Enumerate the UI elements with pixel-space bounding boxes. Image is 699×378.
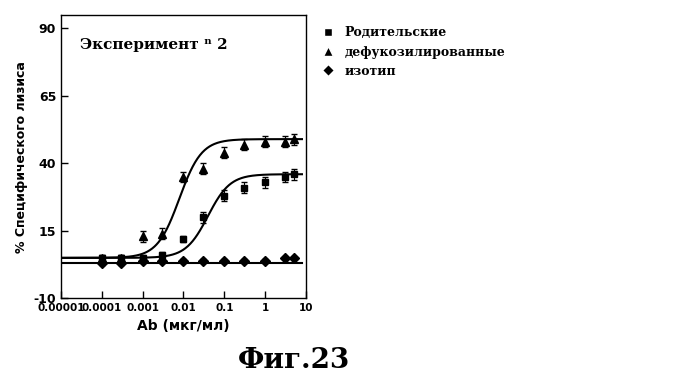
Text: Эксперимент ⁿ 2: Эксперимент ⁿ 2	[80, 38, 228, 52]
Text: Фиг.23: Фиг.23	[238, 347, 350, 374]
Legend: Родительские, дефукозилированные, изотип: Родительские, дефукозилированные, изотип	[317, 21, 510, 83]
Y-axis label: % Специфического лизиса: % Специфического лизиса	[15, 61, 28, 253]
X-axis label: Ab (мкг/мл): Ab (мкг/мл)	[137, 319, 230, 333]
